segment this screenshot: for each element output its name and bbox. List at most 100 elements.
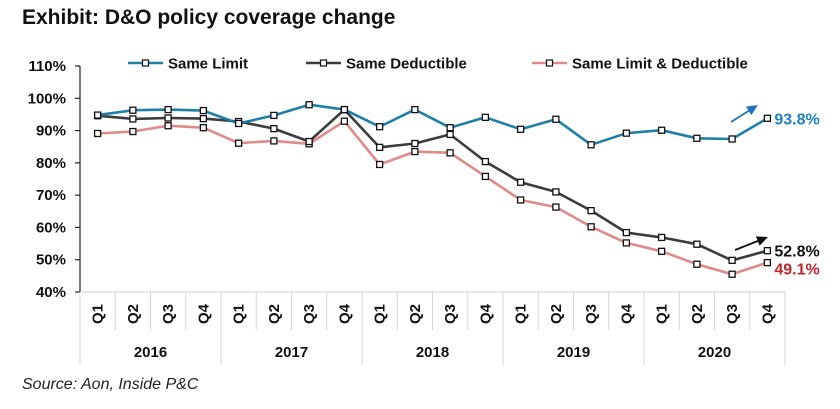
data-point bbox=[622, 228, 631, 237]
data-point bbox=[516, 125, 525, 133]
y-tick-label: 40% bbox=[36, 284, 66, 301]
data-point bbox=[587, 223, 595, 231]
data-point bbox=[728, 135, 736, 143]
trend-arrow-same-limit-head bbox=[746, 105, 758, 116]
x-group-label: 2019 bbox=[557, 344, 590, 361]
series-markers bbox=[93, 101, 772, 278]
data-point bbox=[728, 270, 736, 278]
data-point bbox=[305, 137, 313, 146]
data-point bbox=[446, 124, 454, 132]
series-lines bbox=[97, 103, 769, 276]
data-point bbox=[481, 113, 490, 121]
x-tick-label: Q1 bbox=[654, 304, 671, 324]
x-tick-label: Q2 bbox=[125, 304, 142, 324]
series-line-same-limit-deductible bbox=[97, 119, 768, 276]
x-group-label: 2016 bbox=[134, 344, 167, 361]
y-tick-label: 100% bbox=[28, 90, 66, 107]
x-tick-label: Q2 bbox=[407, 304, 424, 324]
data-point bbox=[199, 124, 208, 132]
data-point bbox=[270, 111, 278, 120]
x-tick-label: Q2 bbox=[266, 304, 283, 324]
data-point bbox=[446, 149, 454, 157]
data-point bbox=[411, 147, 419, 156]
data-point bbox=[234, 139, 243, 147]
x-tick-label: Q3 bbox=[583, 304, 600, 324]
data-point bbox=[375, 143, 384, 152]
data-point bbox=[375, 160, 384, 169]
data-point bbox=[340, 105, 349, 114]
data-point bbox=[446, 130, 454, 139]
x-tick-label: Q2 bbox=[548, 304, 565, 324]
data-point bbox=[199, 114, 208, 123]
data-point bbox=[763, 247, 772, 255]
axes: 40% 50% 60% 70% 80% 90% 100% 110% Q1 Q2 Q3 Q4 Q1 Q2 Q3… bbox=[28, 58, 786, 365]
data-point bbox=[657, 233, 666, 242]
data-point bbox=[164, 105, 172, 114]
data-point bbox=[622, 129, 631, 137]
x-tick-label: Q3 bbox=[724, 304, 741, 324]
data-point bbox=[270, 124, 278, 133]
data-point bbox=[763, 114, 772, 122]
data-point bbox=[657, 247, 666, 255]
y-tick-label: 50% bbox=[36, 252, 66, 269]
trend-arrow-same-deductible-head bbox=[755, 236, 768, 246]
data-point bbox=[693, 240, 701, 248]
x-tick-label: Q1 bbox=[231, 304, 248, 324]
x-tick-label: Q4 bbox=[336, 303, 353, 324]
x-tick-label: Q2 bbox=[689, 304, 706, 324]
data-point bbox=[552, 188, 560, 196]
data-point bbox=[129, 115, 137, 123]
legend-marker bbox=[319, 59, 328, 67]
data-point bbox=[234, 119, 243, 128]
data-point bbox=[411, 105, 419, 114]
data-point bbox=[129, 106, 137, 114]
chart-title: Exhibit: D&O policy coverage change bbox=[22, 6, 396, 29]
data-point bbox=[340, 117, 349, 125]
x-tick-label: Q1 bbox=[90, 304, 107, 324]
series-line-same-limit bbox=[97, 103, 769, 147]
data-point bbox=[270, 137, 278, 145]
end-label-same-deductible: 52.8% bbox=[774, 244, 819, 261]
data-point bbox=[552, 115, 560, 123]
x-group-label: 2017 bbox=[275, 344, 308, 361]
y-tick-label: 60% bbox=[36, 219, 66, 236]
data-point bbox=[657, 126, 666, 134]
data-point bbox=[93, 111, 102, 119]
y-tick-label: 70% bbox=[36, 187, 66, 204]
end-label-same-limit-deductible: 49.1% bbox=[774, 262, 819, 279]
data-point bbox=[693, 134, 701, 142]
y-tick-label: 80% bbox=[36, 155, 66, 172]
source-note: Source: Aon, Inside P&C bbox=[22, 376, 199, 393]
data-point bbox=[693, 260, 701, 268]
data-point bbox=[763, 258, 772, 267]
end-label-same-limit: 93.8% bbox=[774, 111, 819, 128]
x-tick-label: Q4 bbox=[477, 303, 494, 324]
legend-marker bbox=[545, 59, 554, 67]
x-tick-label: Q4 bbox=[759, 303, 776, 324]
data-point bbox=[129, 127, 137, 136]
legend-label: Same Limit & Deductible bbox=[572, 56, 748, 73]
data-point bbox=[552, 203, 560, 211]
x-tick-label: Q4 bbox=[195, 303, 212, 324]
x-tick-label: Q4 bbox=[618, 303, 635, 324]
data-point bbox=[411, 139, 419, 148]
data-point bbox=[728, 256, 736, 265]
data-point bbox=[516, 196, 525, 204]
legend-label: Same Deductible bbox=[346, 56, 467, 73]
x-group-label: 2018 bbox=[416, 344, 449, 361]
x-tick-label: Q3 bbox=[442, 304, 459, 324]
y-tick-label: 90% bbox=[36, 123, 66, 140]
data-point bbox=[164, 122, 172, 130]
x-tick-label: Q3 bbox=[160, 304, 177, 324]
data-point bbox=[481, 157, 490, 166]
series-line-same-deductible bbox=[97, 108, 768, 262]
data-point bbox=[622, 239, 631, 247]
x-tick-label: Q1 bbox=[513, 304, 530, 324]
legend-marker bbox=[141, 59, 150, 67]
trend-arrow-same-limit-shaft bbox=[730, 108, 752, 123]
data-point bbox=[375, 123, 384, 131]
trend-arrow-same-deductible-shaft bbox=[734, 239, 761, 251]
legend: Same Limit Same Deductible Same Limit & De… bbox=[128, 56, 748, 73]
data-point bbox=[199, 106, 208, 115]
